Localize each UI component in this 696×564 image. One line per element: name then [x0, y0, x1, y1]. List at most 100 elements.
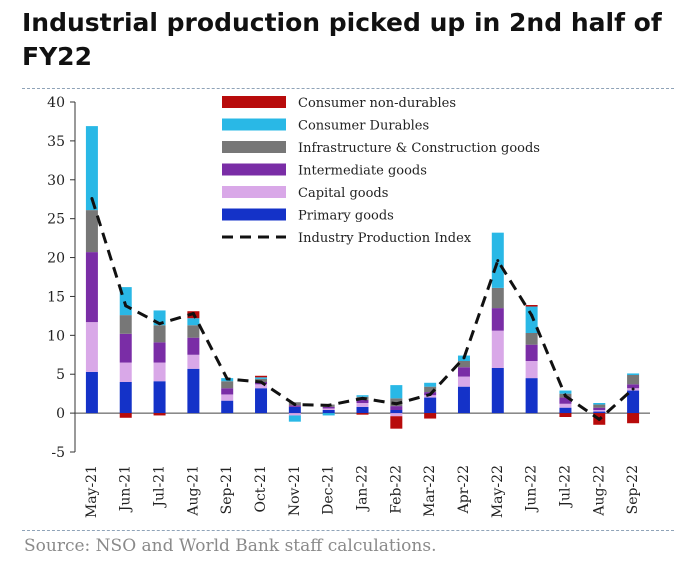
bar-segment	[119, 333, 132, 363]
top-divider	[22, 88, 674, 89]
x-tick-label: Apr-22	[456, 465, 472, 514]
index-point	[428, 392, 432, 396]
index-point	[124, 304, 128, 308]
legend-swatch	[222, 118, 286, 131]
y-tick-label: 10	[47, 328, 65, 344]
bar-segment	[356, 406, 369, 414]
bar-segment	[221, 388, 234, 395]
bar-segment	[457, 367, 470, 377]
bar-segment	[559, 407, 572, 414]
bar-segment	[627, 375, 640, 385]
x-tick-label: Jun-22	[524, 465, 540, 513]
x-tick-label: Sep-22	[625, 465, 641, 514]
bar-segment	[424, 413, 437, 419]
bar-segment	[153, 413, 166, 416]
bar-segment	[85, 210, 98, 253]
bar-segment	[356, 413, 369, 415]
index-point	[631, 387, 635, 391]
bar-segment	[491, 287, 504, 309]
bar-segment	[424, 395, 437, 398]
y-tick-label: 5	[56, 367, 65, 383]
bar-segment	[525, 378, 538, 414]
legend-label: Consumer non-durables	[298, 96, 456, 111]
legend-label: Capital goods	[298, 186, 388, 201]
bar-segment	[491, 330, 504, 368]
bar-segment	[390, 416, 403, 429]
y-tick-label: 30	[47, 173, 65, 189]
bar-segment	[153, 325, 166, 343]
legend-swatch	[222, 96, 286, 108]
x-tick-label: Jan-22	[355, 465, 371, 513]
x-tick-label: Feb-22	[388, 465, 404, 514]
bar-segment	[85, 371, 98, 414]
bar-segment	[255, 377, 268, 379]
index-point	[293, 403, 297, 407]
bar-segment	[627, 413, 640, 424]
bar-segment	[593, 411, 606, 414]
y-tick-label: 40	[47, 95, 65, 111]
bar-segment	[390, 406, 403, 410]
bar-segment	[457, 361, 470, 368]
bar-segment	[491, 368, 504, 414]
y-tick-label: 35	[47, 134, 65, 150]
bar-segment	[153, 342, 166, 363]
bar-segment	[255, 388, 268, 414]
bar-segment	[85, 126, 98, 211]
index-point	[191, 312, 195, 316]
chart: -5 0 5 10 15 20 25 30 35 40 May-21 Jun-21 Jul-21 Aug-…	[47, 95, 650, 518]
bar-segment	[288, 415, 301, 422]
bar-segment	[153, 381, 166, 414]
legend-swatch	[222, 141, 286, 153]
bar-segment	[85, 252, 98, 323]
bar-segment	[322, 406, 335, 409]
bar-segment	[221, 381, 234, 389]
bar-segment	[153, 362, 166, 382]
bar-segment	[525, 344, 538, 361]
chart-title: Industrial production picked up in 2nd h…	[22, 8, 662, 71]
y-tick-label: 15	[47, 289, 65, 305]
index-point	[327, 403, 331, 407]
bar-segment	[255, 375, 268, 378]
bar-segment	[559, 390, 572, 394]
x-tick-label: Jul-22	[557, 465, 573, 509]
bar-segment	[525, 305, 538, 307]
bar-segment	[457, 386, 470, 414]
legend-swatch	[222, 208, 286, 221]
bar-segment	[119, 382, 132, 414]
bar-segment	[525, 306, 538, 333]
bar-segment	[356, 399, 369, 403]
index-point	[361, 396, 364, 400]
source-note: Source: NSO and World Bank staff calcula…	[24, 536, 437, 556]
bar-segment	[559, 397, 572, 404]
bar-segment	[457, 376, 470, 387]
bar-segment	[288, 413, 301, 416]
index-point	[530, 313, 534, 317]
y-tick-label: -5	[51, 445, 65, 461]
index-point	[90, 196, 94, 200]
legend-label: Infrastructure & Construction goods	[298, 141, 540, 156]
y-tick-label: 20	[47, 251, 65, 267]
x-tick-label: Jun-21	[118, 465, 134, 513]
bar-segment	[424, 382, 437, 387]
x-tick-label: Aug-21	[185, 465, 201, 517]
bar-segment	[390, 385, 403, 399]
legend-label: Primary goods	[298, 209, 394, 224]
bar-segment	[559, 403, 572, 408]
bar-segment	[288, 406, 301, 414]
bar-segment	[390, 410, 403, 414]
index-point	[225, 377, 229, 381]
bar-segment	[593, 407, 606, 410]
bar-segment	[593, 403, 606, 405]
bar-segment	[322, 410, 335, 414]
bar-segment	[390, 413, 403, 417]
bar-segment	[119, 362, 132, 382]
legend-swatch	[222, 186, 286, 198]
bar-segment	[288, 405, 301, 407]
bar-segment	[424, 397, 437, 414]
bar-segment	[255, 378, 268, 382]
legend-label: Intermediate goods	[298, 164, 427, 179]
index-point	[597, 417, 601, 421]
bar-segment	[187, 354, 200, 369]
x-tick-label: Aug-22	[591, 465, 607, 517]
x-tick-label: May-22	[490, 465, 506, 518]
